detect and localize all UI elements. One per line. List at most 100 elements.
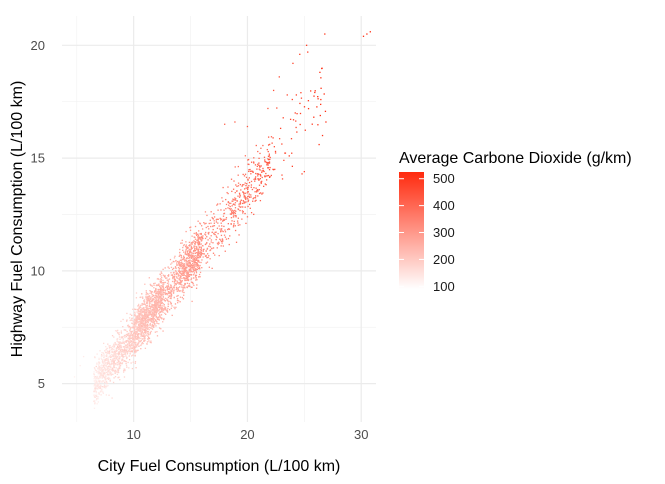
heatmap-tile (112, 365, 115, 367)
heatmap-tile (191, 286, 193, 288)
heatmap-tile (186, 246, 189, 248)
heatmap-tile (141, 328, 143, 330)
heatmap-tile (165, 286, 167, 289)
heatmap-tile (138, 318, 141, 320)
heatmap-tile (218, 241, 220, 243)
heatmap-tile (181, 268, 183, 270)
heatmap-tile (182, 244, 185, 247)
heatmap-tile (171, 288, 173, 290)
heatmap-tile (118, 360, 120, 363)
heatmap-tile (155, 313, 158, 315)
heatmap-tile (95, 378, 97, 380)
heatmap-tile (147, 321, 149, 323)
heatmap-tile (209, 243, 211, 245)
heatmap-tile (149, 298, 151, 300)
heatmap-tile (136, 346, 138, 348)
heatmap-tile (146, 328, 148, 330)
heatmap-tile (119, 363, 121, 366)
heatmap-tile (162, 295, 164, 297)
heatmap-tile (157, 301, 159, 304)
heatmap-tile (134, 328, 136, 330)
heatmap-tile (103, 376, 105, 378)
heatmap-tile (214, 231, 216, 234)
heatmap-tile (134, 338, 136, 341)
heatmap-tile (132, 320, 134, 322)
heatmap-tile (147, 327, 149, 329)
heatmap-tile (146, 319, 148, 321)
heatmap-tile (197, 264, 199, 266)
heatmap-tile (181, 262, 184, 265)
heatmap-tile (134, 321, 137, 324)
heatmap-tile (119, 348, 121, 350)
heatmap-tile (320, 77, 322, 79)
heatmap-tile (117, 356, 119, 358)
heatmap-tile (185, 253, 188, 255)
heatmap-tile (184, 275, 187, 277)
heatmap-tile (187, 273, 189, 275)
heatmap-tile (244, 197, 247, 199)
heatmap-tile (135, 292, 138, 294)
heatmap-tile (111, 345, 114, 348)
heatmap-tile (113, 377, 115, 379)
heatmap-tile (107, 343, 109, 345)
heatmap-tile (107, 357, 109, 359)
heatmap-tile (118, 332, 120, 334)
heatmap-tile (232, 200, 234, 202)
heatmap-tile (161, 276, 163, 279)
heatmap-tile (139, 296, 141, 299)
heatmap-tile (166, 298, 168, 300)
heatmap-tile (274, 152, 277, 154)
heatmap-tile (172, 276, 174, 278)
heatmap-tile (182, 285, 185, 287)
heatmap-tile (146, 293, 148, 295)
heatmap-tile (175, 288, 177, 291)
heatmap-tile (145, 321, 148, 324)
heatmap-tile (150, 327, 152, 329)
heatmap-tile (104, 364, 106, 366)
heatmap-tile (107, 373, 109, 376)
heatmap-tile (188, 261, 191, 264)
heatmap-tile (104, 381, 106, 383)
heatmap-tile (190, 260, 192, 262)
heatmap-tile (186, 260, 189, 263)
heatmap-tile (189, 259, 191, 261)
heatmap-tile (185, 249, 187, 251)
heatmap-tile (174, 255, 176, 257)
heatmap-tile (94, 387, 96, 390)
heatmap-tile (134, 351, 136, 354)
heatmap-tile (218, 254, 220, 257)
heatmap-tile (259, 166, 261, 168)
heatmap-tile (117, 368, 119, 370)
heatmap-tile (117, 371, 120, 374)
heatmap-tile (281, 178, 284, 180)
heatmap-tile (188, 249, 190, 251)
heatmap-tile (178, 262, 181, 264)
heatmap-tile (255, 144, 257, 147)
heatmap-tile (151, 325, 153, 327)
heatmap-tile (234, 192, 236, 194)
heatmap-tile (156, 310, 158, 312)
heatmap-tile (207, 232, 209, 234)
heatmap-tile (107, 358, 109, 360)
heatmap-tile (133, 308, 136, 310)
heatmap-tile (107, 367, 109, 369)
heatmap-tile (159, 285, 161, 287)
heatmap-tile (117, 341, 119, 343)
heatmap-tile (131, 341, 133, 343)
heatmap-tile (176, 287, 178, 290)
heatmap-tile (173, 290, 175, 292)
heatmap-tile (205, 222, 207, 225)
heatmap-tile (116, 371, 118, 373)
heatmap-tile (162, 282, 164, 284)
heatmap-tile (131, 350, 133, 352)
heatmap-tile (109, 354, 111, 356)
heatmap-tile (145, 306, 147, 308)
heatmap-tile (122, 326, 124, 328)
heatmap-tile (176, 277, 178, 279)
heatmap-tile (133, 346, 135, 348)
heatmap-tile (114, 359, 116, 361)
heatmap-tile (194, 225, 197, 228)
heatmap-tile (183, 294, 185, 296)
heatmap-tile (260, 181, 263, 183)
heatmap-tile (132, 308, 134, 310)
